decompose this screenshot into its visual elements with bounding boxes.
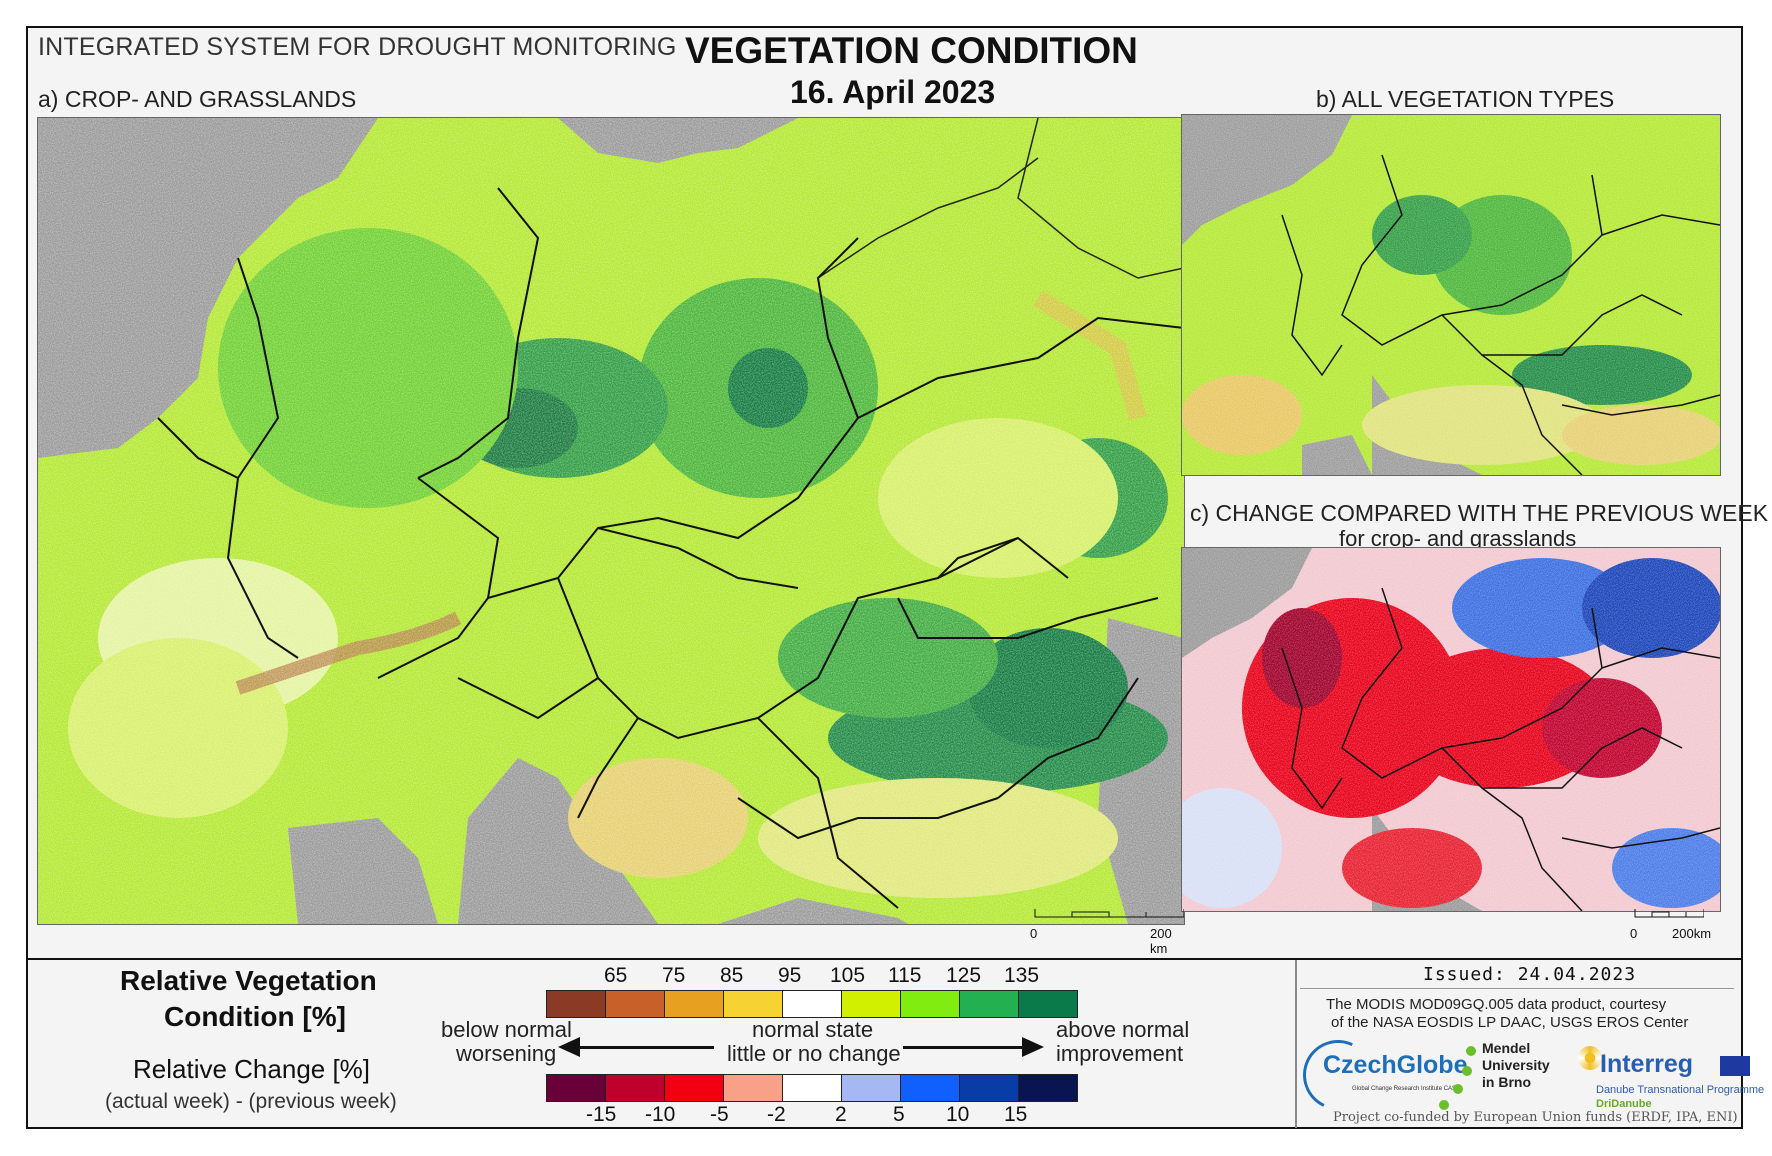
- interreg-sun-icon: [1578, 1046, 1602, 1070]
- rc-tick: 5: [893, 1103, 905, 1126]
- scalebar-main-zero: 0: [1030, 926, 1038, 941]
- rc-colorbar: [546, 1074, 1078, 1102]
- legend-separator: [27, 958, 1742, 960]
- above-normal-label: above normal: [1056, 1017, 1190, 1042]
- rc-tick: 2: [835, 1103, 847, 1126]
- right-arrow-line: [903, 1046, 1023, 1049]
- rc-tick: -15: [586, 1103, 617, 1126]
- rvc-color-swatch: [783, 991, 842, 1017]
- rc-color-swatch: [901, 1075, 960, 1101]
- rvc-tick: 115: [888, 964, 922, 987]
- rvc-color-swatch: [842, 991, 901, 1017]
- rc-color-swatch: [1019, 1075, 1077, 1101]
- rvc-title-1: Relative Vegetation: [120, 965, 377, 996]
- credits-divider: [1300, 988, 1734, 989]
- rc-title: Relative Change [%]: [133, 1054, 371, 1084]
- funding-note: Project co-funded by European Union fund…: [1333, 1110, 1738, 1125]
- rvc-title-2: Condition [%]: [164, 1001, 346, 1032]
- rvc-tick: 135: [1004, 964, 1040, 987]
- no-change-label: little or no change: [727, 1041, 901, 1066]
- rvc-colorbar: [546, 990, 1078, 1018]
- left-arrow-head: [558, 1037, 580, 1057]
- system-title: INTEGRATED SYSTEM FOR DROUGHT MONITORING: [38, 33, 677, 61]
- rvc-tick: 105: [830, 964, 866, 987]
- czechglobe-subtitle: Global Change Research Institute CAS: [1352, 1086, 1457, 1092]
- mendel-line-2: University: [1482, 1057, 1550, 1073]
- mendel-logo-icon: [1453, 1084, 1463, 1094]
- rvc-color-swatch: [606, 991, 665, 1017]
- rc-color-swatch: [547, 1075, 606, 1101]
- courtesy-line-2: of the NASA EOSDIS LP DAAC, USGS EROS Ce…: [1331, 1014, 1689, 1031]
- rc-tick: 15: [1004, 1103, 1028, 1126]
- rc-subtitle: (actual week) - (previous week): [105, 1090, 397, 1113]
- rvc-color-swatch: [1019, 991, 1077, 1017]
- panel-c-label: c) CHANGE COMPARED WITH THE PREVIOUS WEE…: [1190, 500, 1769, 526]
- scalebar-small-zero: 0: [1630, 926, 1638, 941]
- rvc-color-swatch: [960, 991, 1019, 1017]
- rc-color-swatch: [606, 1075, 665, 1101]
- map-all-vegetation: [1181, 114, 1721, 476]
- issued-date: Issued: 24.04.2023: [1423, 964, 1637, 985]
- rvc-color-swatch: [901, 991, 960, 1017]
- map-weekly-change: [1181, 547, 1721, 912]
- mendel-logo-icon: [1439, 1100, 1449, 1110]
- rc-color-swatch: [724, 1075, 783, 1101]
- rc-color-swatch: [960, 1075, 1019, 1101]
- eu-flag-icon: [1720, 1056, 1750, 1076]
- rvc-color-swatch: [724, 991, 783, 1017]
- dridanube-label: DriDanube: [1596, 1098, 1652, 1110]
- scalebar-small-end: 200km: [1672, 926, 1712, 941]
- interreg-logo-text: Interreg: [1600, 1050, 1694, 1078]
- czechglobe-logo-text: CzechGlobe: [1323, 1051, 1468, 1079]
- scalebar-main-end: 200 km: [1150, 926, 1172, 956]
- left-arrow-line: [578, 1046, 714, 1049]
- normal-state-label: normal state: [752, 1017, 874, 1042]
- rc-tick: -2: [767, 1103, 786, 1126]
- main-title: VEGETATION CONDITION: [685, 30, 1138, 71]
- mendel-logo-icon: [1466, 1046, 1476, 1056]
- courtesy-line-1: The MODIS MOD09GQ.005 data product, cour…: [1326, 996, 1667, 1013]
- mendel-line-3: in Brno: [1482, 1074, 1531, 1090]
- panel-a-label: a) CROP- AND GRASSLANDS: [38, 86, 357, 112]
- interreg-subtitle: Danube Transnational Programme: [1596, 1084, 1765, 1096]
- rc-color-swatch: [783, 1075, 842, 1101]
- rvc-tick: 65: [604, 964, 628, 987]
- rc-tick: -10: [645, 1103, 676, 1126]
- date-label: 16. April 2023: [790, 74, 996, 110]
- rvc-color-swatch: [547, 991, 606, 1017]
- rvc-tick: 75: [662, 964, 686, 987]
- panel-b-label: b) ALL VEGETATION TYPES: [1316, 86, 1615, 112]
- rc-tick: -5: [710, 1103, 729, 1126]
- rc-color-swatch: [842, 1075, 901, 1101]
- map-crop-grasslands: [37, 117, 1185, 925]
- worsening-label: worsening: [456, 1041, 557, 1066]
- right-arrow-head: [1022, 1037, 1044, 1057]
- rvc-tick: 95: [778, 964, 802, 987]
- rvc-color-swatch: [665, 991, 724, 1017]
- mendel-logo-icon: [1462, 1066, 1472, 1076]
- credits-separator: [1295, 960, 1297, 1128]
- improvement-label: improvement: [1056, 1041, 1184, 1066]
- rvc-tick: 85: [720, 964, 744, 987]
- below-normal-label: below normal: [441, 1017, 572, 1042]
- rc-tick: 10: [946, 1103, 970, 1126]
- rvc-tick: 125: [946, 964, 982, 987]
- panel-c-sublabel: for crop- and grasslands: [1339, 526, 1577, 551]
- mendel-line-1: Mendel: [1482, 1040, 1531, 1056]
- rc-color-swatch: [665, 1075, 724, 1101]
